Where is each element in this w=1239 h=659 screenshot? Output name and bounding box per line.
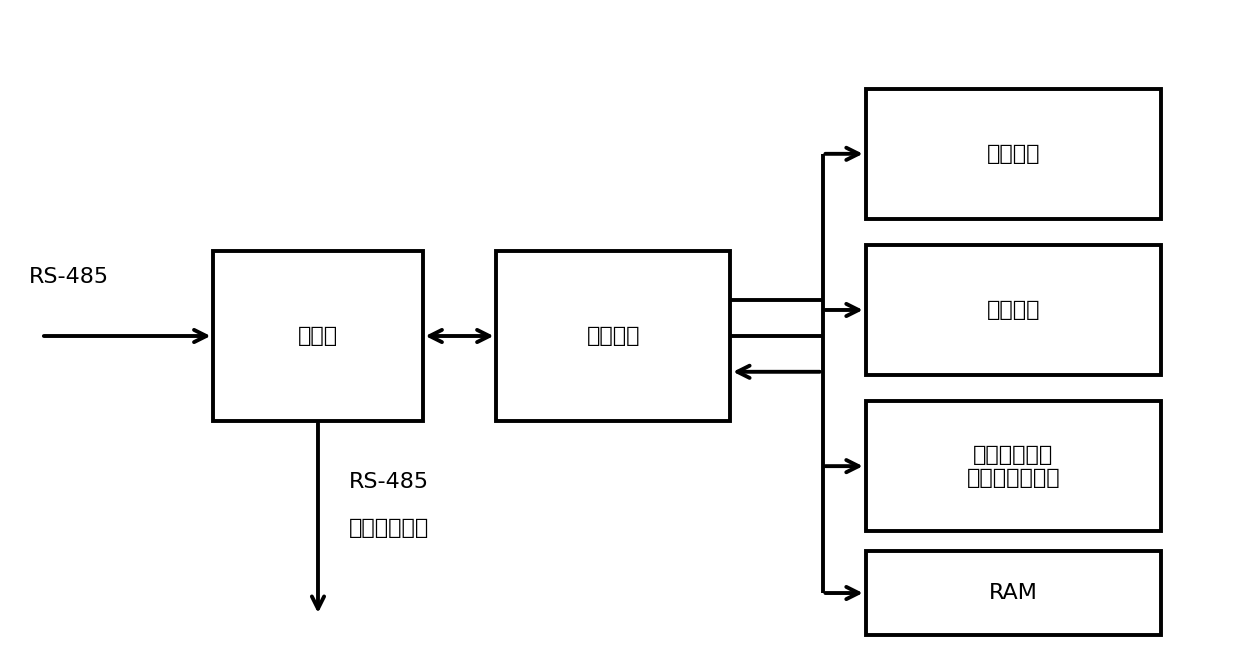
Text: 报警模块: 报警模块 [986, 300, 1040, 320]
Bar [866, 89, 1161, 219]
Text: RS-485: RS-485 [28, 268, 109, 287]
Bar [866, 401, 1161, 531]
Text: RAM: RAM [989, 583, 1038, 603]
Bar [866, 551, 1161, 635]
Text: 通讯板: 通讯板 [297, 326, 338, 346]
Text: 配套设备（风
机、除湿机等）: 配套设备（风 机、除湿机等） [966, 445, 1061, 488]
Bar [497, 252, 730, 420]
Text: 主控制器: 主控制器 [586, 326, 641, 346]
Text: 至远程计算机: 至远程计算机 [348, 518, 429, 538]
Bar [866, 245, 1161, 375]
Bar [213, 252, 422, 420]
Text: 显示模块: 显示模块 [986, 144, 1040, 164]
Text: RS-485: RS-485 [348, 473, 429, 492]
